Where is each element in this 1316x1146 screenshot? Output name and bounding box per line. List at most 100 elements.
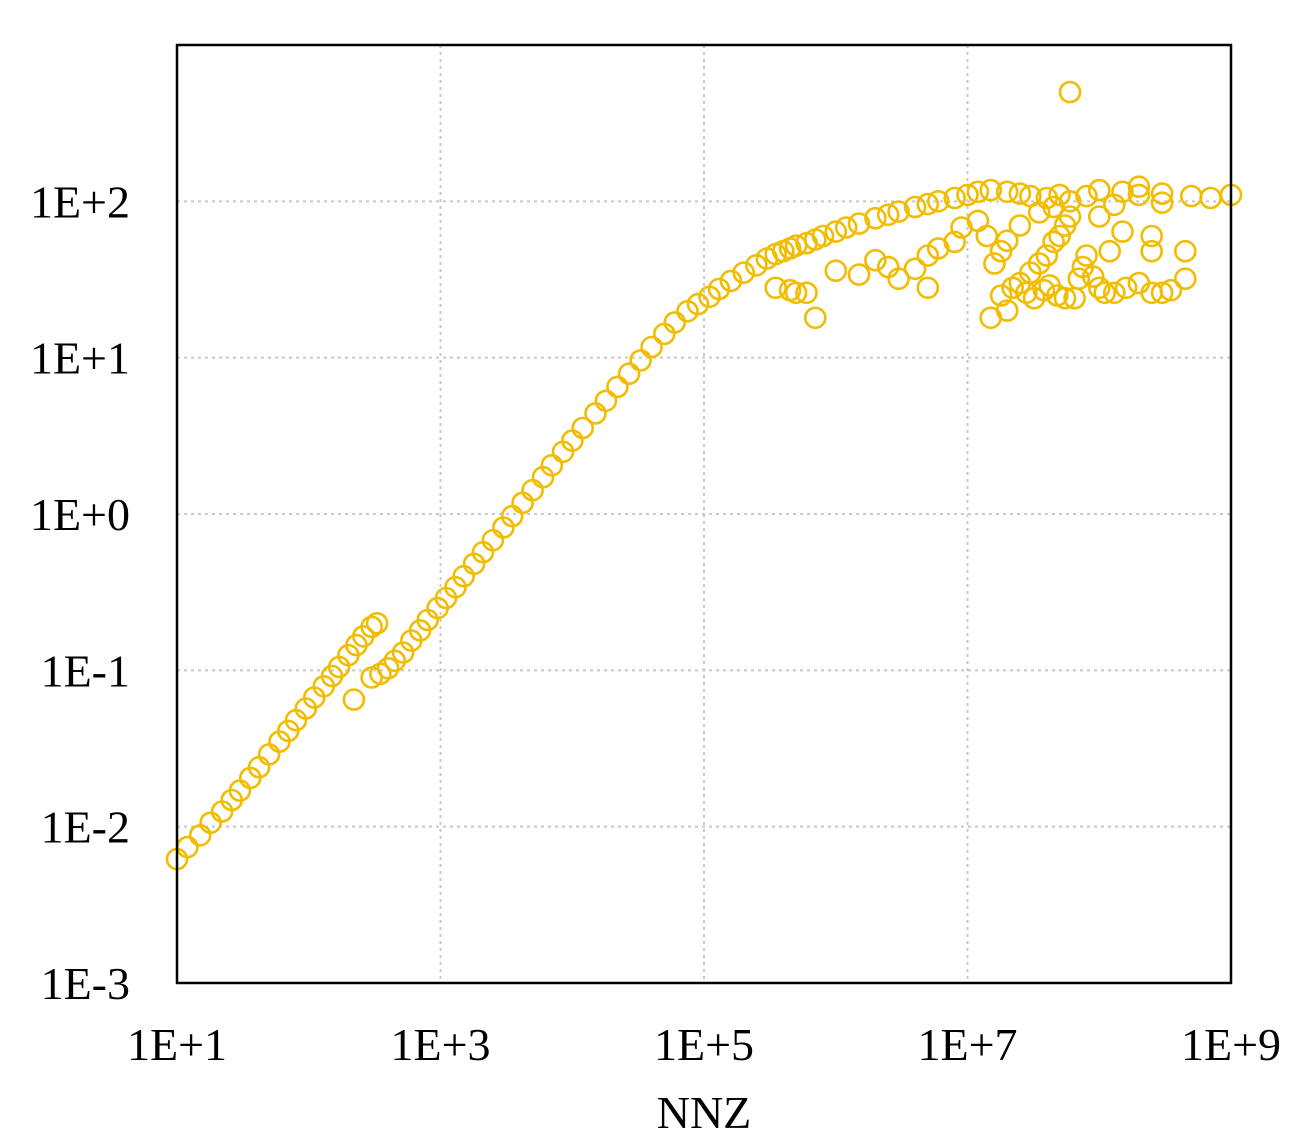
data-point <box>1027 201 1051 224</box>
data-point <box>966 180 990 204</box>
x-axis-title: NNZ <box>657 1087 752 1138</box>
data-point <box>1075 184 1098 208</box>
data-point <box>1174 267 1197 291</box>
data-point <box>1150 281 1174 305</box>
data-point <box>1127 271 1151 295</box>
x-tick-label: 1E+1 <box>127 1019 227 1070</box>
data-point <box>834 216 858 239</box>
data-point <box>989 284 1013 307</box>
data-points <box>165 80 1243 871</box>
data-point <box>1159 278 1183 302</box>
data-point <box>1127 183 1151 207</box>
data-point <box>983 252 1006 275</box>
data-point <box>257 743 281 766</box>
data-point <box>1027 252 1051 275</box>
data-point <box>1140 224 1163 248</box>
data-point <box>824 259 848 283</box>
data-point <box>629 349 652 372</box>
data-point <box>1174 239 1197 263</box>
data-point <box>803 306 827 330</box>
data-point <box>995 180 1019 204</box>
data-point <box>903 195 927 219</box>
data-point <box>1042 230 1065 254</box>
data-point <box>732 261 756 284</box>
data-point <box>1199 186 1222 210</box>
data-point <box>824 220 848 243</box>
data-point <box>1008 182 1032 205</box>
data-point <box>707 277 731 301</box>
data-point <box>521 478 544 502</box>
data-point <box>950 216 973 239</box>
data-point <box>1103 281 1126 305</box>
data-point <box>887 267 910 291</box>
data-point <box>975 224 999 248</box>
data-point <box>1150 182 1174 205</box>
data-point <box>686 292 710 316</box>
data-point <box>511 491 534 515</box>
data-point <box>847 212 871 235</box>
data-point <box>342 688 366 711</box>
data-point <box>956 183 979 207</box>
data-point <box>1088 205 1111 228</box>
data-point <box>1088 276 1111 300</box>
data-point <box>916 276 940 300</box>
data-point <box>594 389 618 413</box>
data-point <box>1058 80 1082 104</box>
data-point <box>979 178 1003 202</box>
data-point <box>876 203 900 227</box>
data-point <box>1114 276 1138 300</box>
data-point <box>1093 281 1116 305</box>
grid-lines <box>177 45 1231 983</box>
x-axis-tick-labels: 1E+1 1E+3 1E+5 1E+7 1E+9 <box>127 1019 1281 1070</box>
data-point <box>1008 214 1032 237</box>
data-point <box>864 206 887 230</box>
data-point <box>995 229 1019 252</box>
data-point <box>199 811 222 835</box>
x-tick-label: 1E+5 <box>654 1019 754 1070</box>
data-point <box>926 190 950 213</box>
data-point <box>916 244 940 267</box>
data-point <box>1048 224 1071 248</box>
data-point <box>903 257 927 281</box>
data-point <box>1032 278 1056 302</box>
y-tick-label: 1E-2 <box>41 802 130 853</box>
data-point <box>1067 267 1091 291</box>
data-point <box>1127 175 1151 198</box>
data-point <box>887 200 910 223</box>
y-axis-tick-labels: 1E-3 1E-2 1E-1 1E+0 1E+1 1E+2 <box>30 176 130 1009</box>
x-tick-label: 1E+7 <box>917 1019 1017 1070</box>
data-point <box>391 641 415 664</box>
data-point <box>606 375 629 399</box>
data-point <box>365 611 389 635</box>
data-point <box>640 335 663 359</box>
data-point <box>652 322 676 346</box>
x-tick-label: 1E+3 <box>390 1019 490 1070</box>
data-point <box>916 192 940 216</box>
data-point <box>864 248 887 272</box>
data-point <box>1042 195 1065 219</box>
data-point <box>571 416 595 440</box>
data-point <box>1111 220 1134 243</box>
data-point <box>376 656 400 680</box>
plot-frame <box>175 43 1233 985</box>
data-point <box>1053 286 1077 310</box>
data-point <box>617 362 641 386</box>
data-point <box>1075 244 1098 267</box>
data-point <box>1140 239 1163 263</box>
data-point <box>1058 190 1082 213</box>
data-point <box>1035 244 1059 267</box>
data-point <box>1103 193 1126 217</box>
data-point <box>540 453 564 477</box>
data-point <box>1081 265 1105 288</box>
data-point <box>1180 184 1203 208</box>
data-point <box>176 835 199 859</box>
data-point <box>784 281 808 305</box>
data-point <box>1098 239 1121 263</box>
y-tick-label: 1E+0 <box>30 489 130 540</box>
data-point <box>943 186 967 210</box>
data-point <box>360 615 383 639</box>
y-tick-label: 1E-3 <box>41 958 130 1009</box>
x-tick-label: 1E+9 <box>1181 1019 1281 1070</box>
data-point <box>811 224 835 248</box>
data-point <box>764 276 788 300</box>
